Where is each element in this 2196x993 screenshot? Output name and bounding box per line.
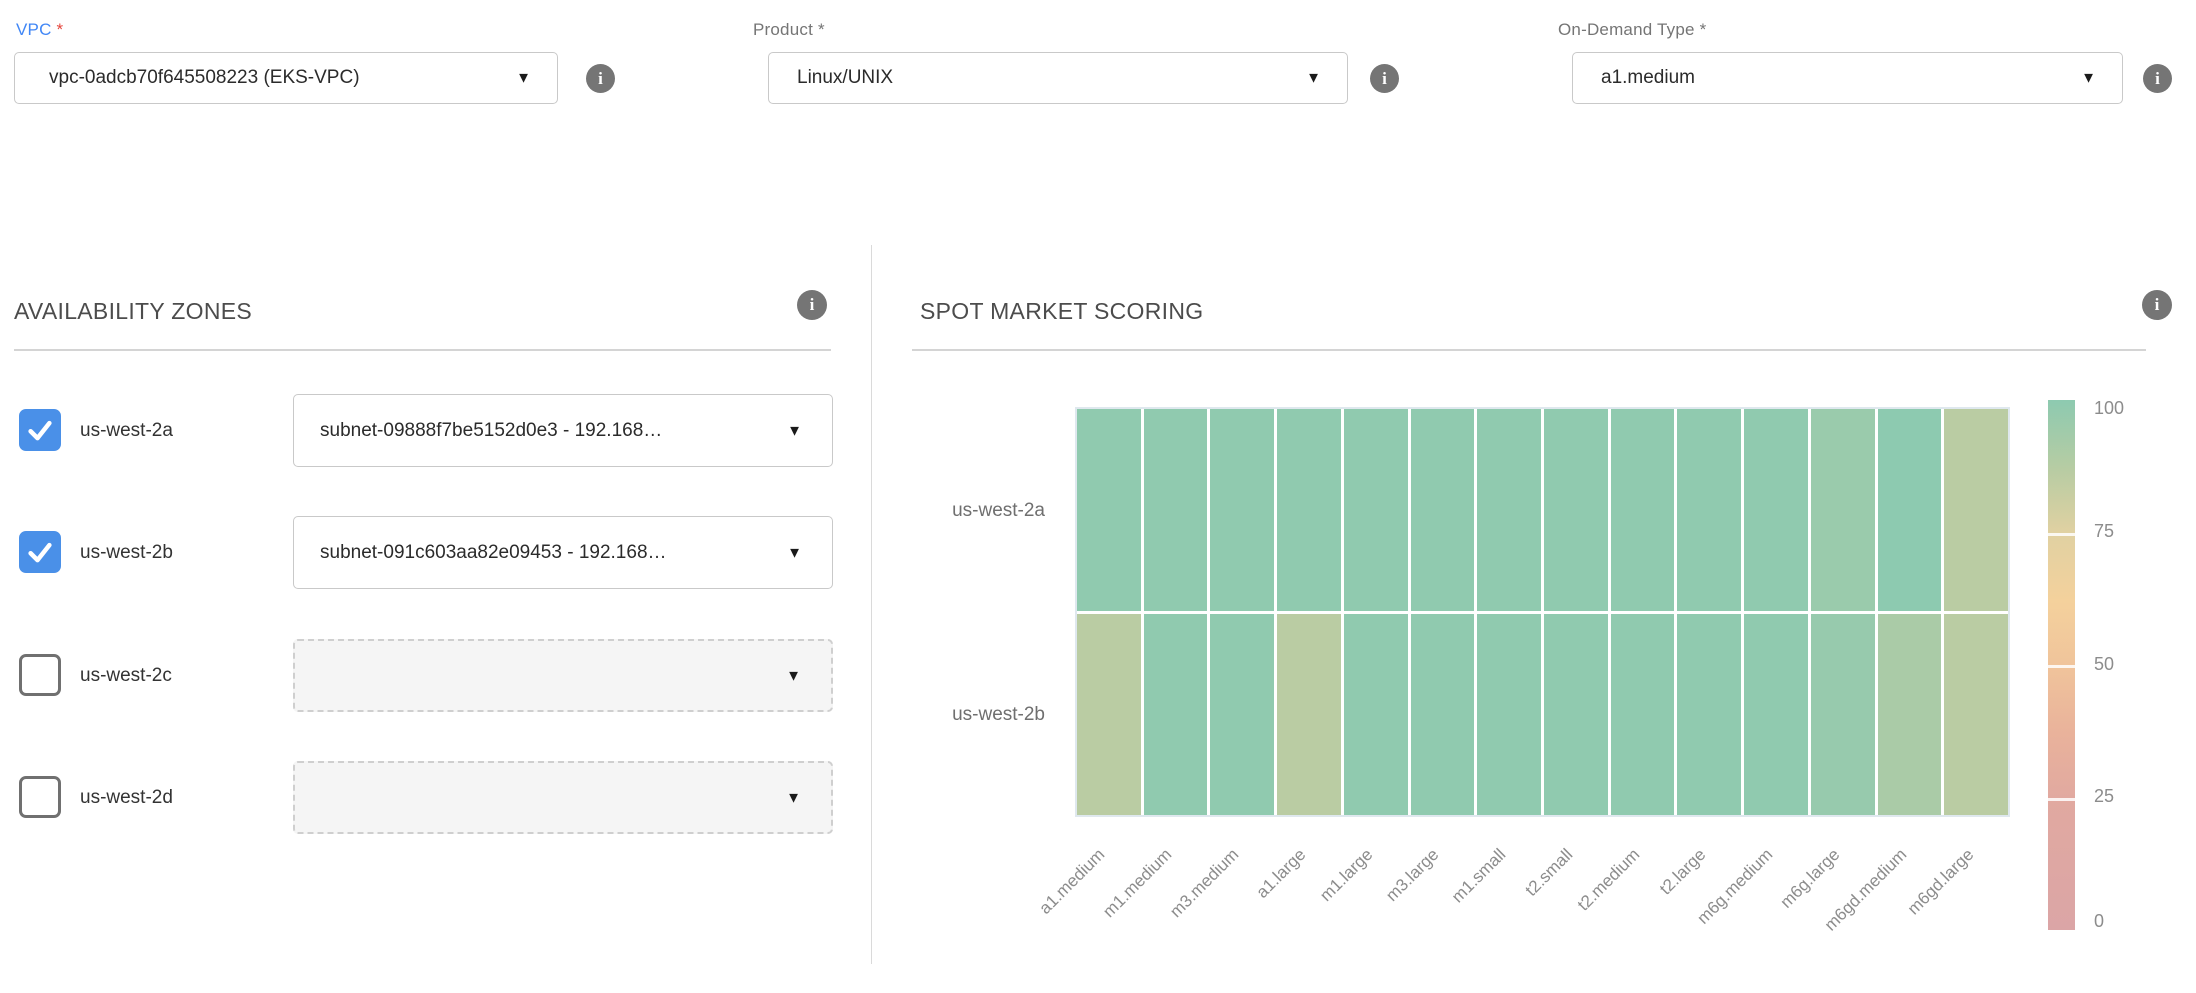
zone-label: us-west-2d	[80, 786, 173, 808]
availability-zone-row: us-west-2d ▼	[19, 761, 833, 834]
on-demand-type-info-icon[interactable]: i	[2143, 64, 2172, 93]
subnet-select-value: subnet-09888f7be5152d0e3 - 192.168…	[320, 419, 663, 441]
product-field-label: Product *	[753, 20, 825, 40]
colorbar-tick-label: 0	[2094, 911, 2105, 931]
heatmap-cell-us-west-2b-t2.medium	[1610, 613, 1675, 815]
heatmap-row-label: us-west-2b	[952, 704, 1045, 725]
heatmap-cell-us-west-2a-t2.small	[1544, 409, 1608, 611]
heatmap-cell-us-west-2a-a1.medium	[1077, 409, 1141, 611]
on-demand-type-select[interactable]: a1.medium ▼	[1572, 52, 2123, 104]
heatmap-cell-us-west-2b-m1.small	[1477, 613, 1541, 815]
info-glyph: i	[2154, 295, 2160, 314]
caret-down-icon: ▼	[787, 544, 802, 561]
info-glyph: i	[598, 68, 603, 88]
heatmap-cell-us-west-2a-a1.large	[1277, 409, 1341, 611]
heatmap-cell-us-west-2a-m6g.large	[1810, 409, 1875, 611]
heatmap-colorbar	[2048, 400, 2075, 930]
heatmap-cell-us-west-2b-a1.large	[1277, 613, 1341, 815]
subnet-select[interactable]: subnet-091c603aa82e09453 - 192.168… ▼	[293, 516, 833, 589]
info-glyph: i	[1382, 68, 1387, 88]
heatmap-cell-us-west-2b-m6gd.large	[1944, 613, 2008, 815]
availability-zone-row: us-west-2a subnet-09888f7be5152d0e3 - 19…	[19, 394, 833, 467]
product-info-icon[interactable]: i	[1370, 64, 1399, 93]
caret-down-icon: ▼	[1306, 69, 1321, 87]
zone-checkbox[interactable]	[19, 776, 61, 818]
heatmap-cell-us-west-2b-m3.medium	[1210, 613, 1275, 815]
caret-down-icon: ▼	[786, 667, 801, 684]
on-demand-type-label-text: On-Demand Type	[1558, 20, 1695, 39]
colorbar-tick-label: 100	[2094, 398, 2125, 418]
heatmap-x-tick-label: m6gd.large	[1903, 844, 1977, 919]
spot-market-scoring-title: SPOT MARKET SCORING	[920, 298, 1204, 324]
heatmap-cell-us-west-2b-t2.large	[1677, 613, 1742, 815]
heatmap-cell-us-west-2b-m6gd.medium	[1877, 613, 1942, 815]
zone-label: us-west-2a	[80, 419, 173, 441]
product-required-asterisk: *	[817, 20, 825, 39]
zone-label: us-west-2c	[80, 664, 172, 686]
heatmap-cell-us-west-2b-m3.large	[1410, 613, 1475, 815]
heatmap-cell-us-west-2b-t2.small	[1544, 613, 1608, 815]
product-select[interactable]: Linux/UNIX ▼	[768, 52, 1348, 104]
spot-market-scoring-divider	[912, 349, 2146, 351]
subnet-select-value: subnet-091c603aa82e09453 - 192.168…	[320, 541, 667, 563]
vpc-field-label: VPC *	[16, 20, 63, 40]
caret-down-icon: ▼	[786, 789, 801, 806]
colorbar-tick-line	[2048, 532, 2075, 536]
colorbar-tick-label: 25	[2094, 786, 2115, 806]
caret-down-icon: ▼	[2081, 69, 2096, 87]
heatmap-cell-us-west-2a-m6g.medium	[1744, 409, 1808, 611]
heatmap-cell-us-west-2a-m1.medium	[1143, 409, 1208, 611]
subnet-select[interactable]: subnet-09888f7be5152d0e3 - 192.168… ▼	[293, 394, 833, 467]
availability-zones-title: AVAILABILITY ZONES	[14, 298, 253, 324]
on-demand-type-select-value: a1.medium	[1601, 67, 1695, 88]
heatmap-cell-us-west-2b-m6g.medium	[1744, 613, 1808, 815]
availability-zones-info-icon[interactable]: i	[797, 290, 827, 320]
check-icon	[28, 542, 52, 563]
zone-checkbox[interactable]	[19, 531, 61, 573]
availability-zones-divider	[14, 349, 831, 351]
spot-market-scoring-info-icon[interactable]: i	[2142, 290, 2172, 320]
colorbar-tick-line	[2048, 665, 2075, 668]
check-icon	[28, 420, 52, 441]
heatmap-cell-us-west-2b-m1.large	[1343, 613, 1408, 815]
zone-checkbox[interactable]	[19, 654, 61, 696]
heatmap-cell-us-west-2a-m3.large	[1410, 409, 1475, 611]
on-demand-type-required-asterisk: *	[1699, 20, 1707, 39]
heatmap-row-label: us-west-2a	[952, 500, 1045, 521]
info-glyph: i	[2155, 68, 2160, 88]
heatmap-cell-us-west-2b-m6g.large	[1810, 613, 1875, 815]
subnet-select[interactable]: ▼	[293, 639, 833, 712]
product-label-text: Product	[753, 20, 813, 39]
vpc-info-icon[interactable]: i	[586, 64, 615, 93]
heatmap-cell-us-west-2b-m1.medium	[1143, 613, 1208, 815]
heatmap-cell-us-west-2a-m1.large	[1343, 409, 1408, 611]
zone-checkbox[interactable]	[19, 409, 61, 451]
availability-zone-row: us-west-2c ▼	[19, 639, 833, 712]
heatmap-cell-us-west-2a-t2.large	[1677, 409, 1742, 611]
caret-down-icon: ▼	[516, 69, 531, 87]
heatmap-cell-us-west-2b-a1.medium	[1077, 613, 1141, 815]
availability-zone-row: us-west-2b subnet-091c603aa82e09453 - 19…	[19, 516, 833, 589]
heatmap-cell-us-west-2a-m6gd.medium	[1877, 409, 1942, 611]
heatmap-cell-us-west-2a-m6gd.large	[1944, 409, 2008, 611]
heatmap-cell-us-west-2a-m3.medium	[1210, 409, 1275, 611]
info-glyph: i	[809, 295, 815, 314]
product-select-value: Linux/UNIX	[797, 67, 894, 88]
heatmap-cell-us-west-2a-m1.small	[1477, 409, 1541, 611]
subnet-select[interactable]: ▼	[293, 761, 833, 834]
on-demand-type-field-label: On-Demand Type *	[1558, 20, 1706, 40]
heatmap-plot-area	[1075, 407, 2010, 817]
heatmap-cell-us-west-2a-t2.medium	[1610, 409, 1675, 611]
vpc-select[interactable]: vpc-0adcb70f645508223 (EKS-VPC) ▼	[14, 52, 558, 104]
zone-label: us-west-2b	[80, 541, 173, 563]
vpc-select-value: vpc-0adcb70f645508223 (EKS-VPC)	[49, 67, 360, 88]
colorbar-tick-line	[2048, 797, 2075, 801]
colorbar-tick-label: 50	[2094, 654, 2115, 674]
caret-down-icon: ▼	[787, 422, 802, 439]
colorbar-tick-label: 75	[2094, 521, 2115, 541]
vpc-required-asterisk: *	[56, 20, 64, 39]
vpc-label-text: VPC	[16, 20, 52, 39]
section-vertical-divider	[871, 245, 872, 964]
